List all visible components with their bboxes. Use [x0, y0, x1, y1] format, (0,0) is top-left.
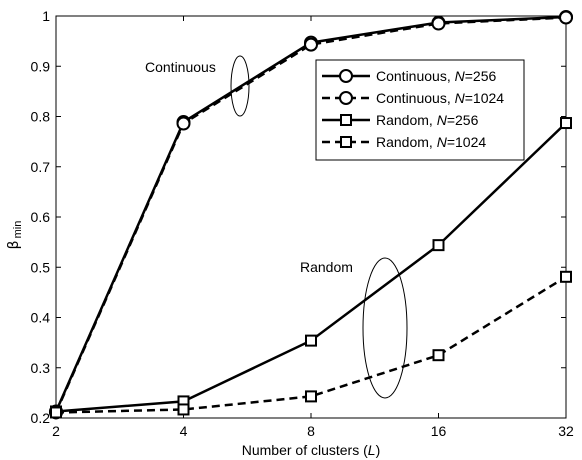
legend-marker	[339, 69, 353, 83]
legend-entry: Continuous, N=256	[322, 68, 496, 84]
legend-entry: Random, N=256	[322, 112, 479, 128]
legend-entry: Continuous, N=1024	[322, 90, 504, 106]
y-tick-label: 0.6	[31, 209, 51, 225]
data-point	[304, 37, 318, 52]
x-axis-label-variable: L	[368, 442, 376, 458]
series-2	[54, 16, 567, 414]
y-tick-label: 0.7	[31, 159, 51, 175]
series-line	[54, 16, 567, 414]
x-axis-label-prefix: Number of clusters (	[242, 442, 368, 458]
data-point	[560, 117, 572, 130]
legend-label: Continuous, N=1024	[376, 90, 504, 106]
x-tick-label: 32	[558, 423, 574, 439]
y-tick-label: 1	[42, 8, 50, 24]
legend-label: Random, N=256	[376, 112, 479, 128]
data-point	[177, 403, 190, 416]
x-axis-label-suffix: )	[376, 442, 381, 458]
data-point	[50, 406, 62, 419]
x-axis-label: Number of clusters (L)	[242, 442, 381, 458]
x-tick-label: 8	[307, 423, 315, 439]
series-4-markers	[50, 270, 572, 419]
y-tick-label: 0.3	[31, 360, 51, 376]
random-annotation: Random	[300, 259, 353, 275]
legend-entries: Continuous, N=256 Continuous, N=1024 Rando…	[322, 68, 504, 150]
random-annotation-ellipse	[362, 257, 408, 399]
series-layer	[49, 10, 573, 420]
x-tick-label: 4	[180, 423, 188, 439]
y-tick-label: 0.8	[31, 109, 51, 125]
x-tick-label: 16	[431, 423, 447, 439]
x-tick-label: 2	[52, 423, 60, 439]
y-tick-label: 0.9	[31, 58, 51, 74]
y-tick-label: 0.2	[31, 410, 51, 426]
data-point	[305, 390, 317, 403]
legend-marker	[340, 114, 352, 126]
y-tick-label: 0.5	[31, 259, 51, 275]
y-axis-label-subscript: min	[12, 221, 24, 239]
y-tick-label: 0.4	[31, 310, 51, 326]
data-point	[176, 116, 191, 131]
series-line	[55, 275, 567, 414]
legend-label: Random, N=1024	[376, 134, 486, 150]
continuous-annotation: Continuous	[145, 59, 216, 75]
y-axis-label: βmin	[6, 221, 24, 250]
series-4	[55, 275, 567, 414]
legend-marker	[339, 91, 353, 105]
legend-entry: Random, N=1024	[322, 134, 486, 150]
data-point	[560, 270, 572, 283]
data-point	[305, 334, 317, 347]
legend: Continuous, N=256 Continuous, N=1024 Rando…	[315, 59, 525, 161]
y-axis-ticks: 0.2 0.3 0.4 0.5 0.6 0.7 0.8 0.9 1	[31, 8, 566, 426]
data-point	[432, 239, 445, 252]
data-point	[431, 16, 446, 31]
legend-label: Continuous, N=256	[376, 68, 496, 84]
data-point	[432, 349, 445, 362]
legend-marker	[340, 136, 352, 148]
continuous-annotation-ellipse	[230, 55, 250, 117]
data-point	[559, 10, 573, 25]
y-axis-label-symbol: β	[6, 240, 22, 249]
